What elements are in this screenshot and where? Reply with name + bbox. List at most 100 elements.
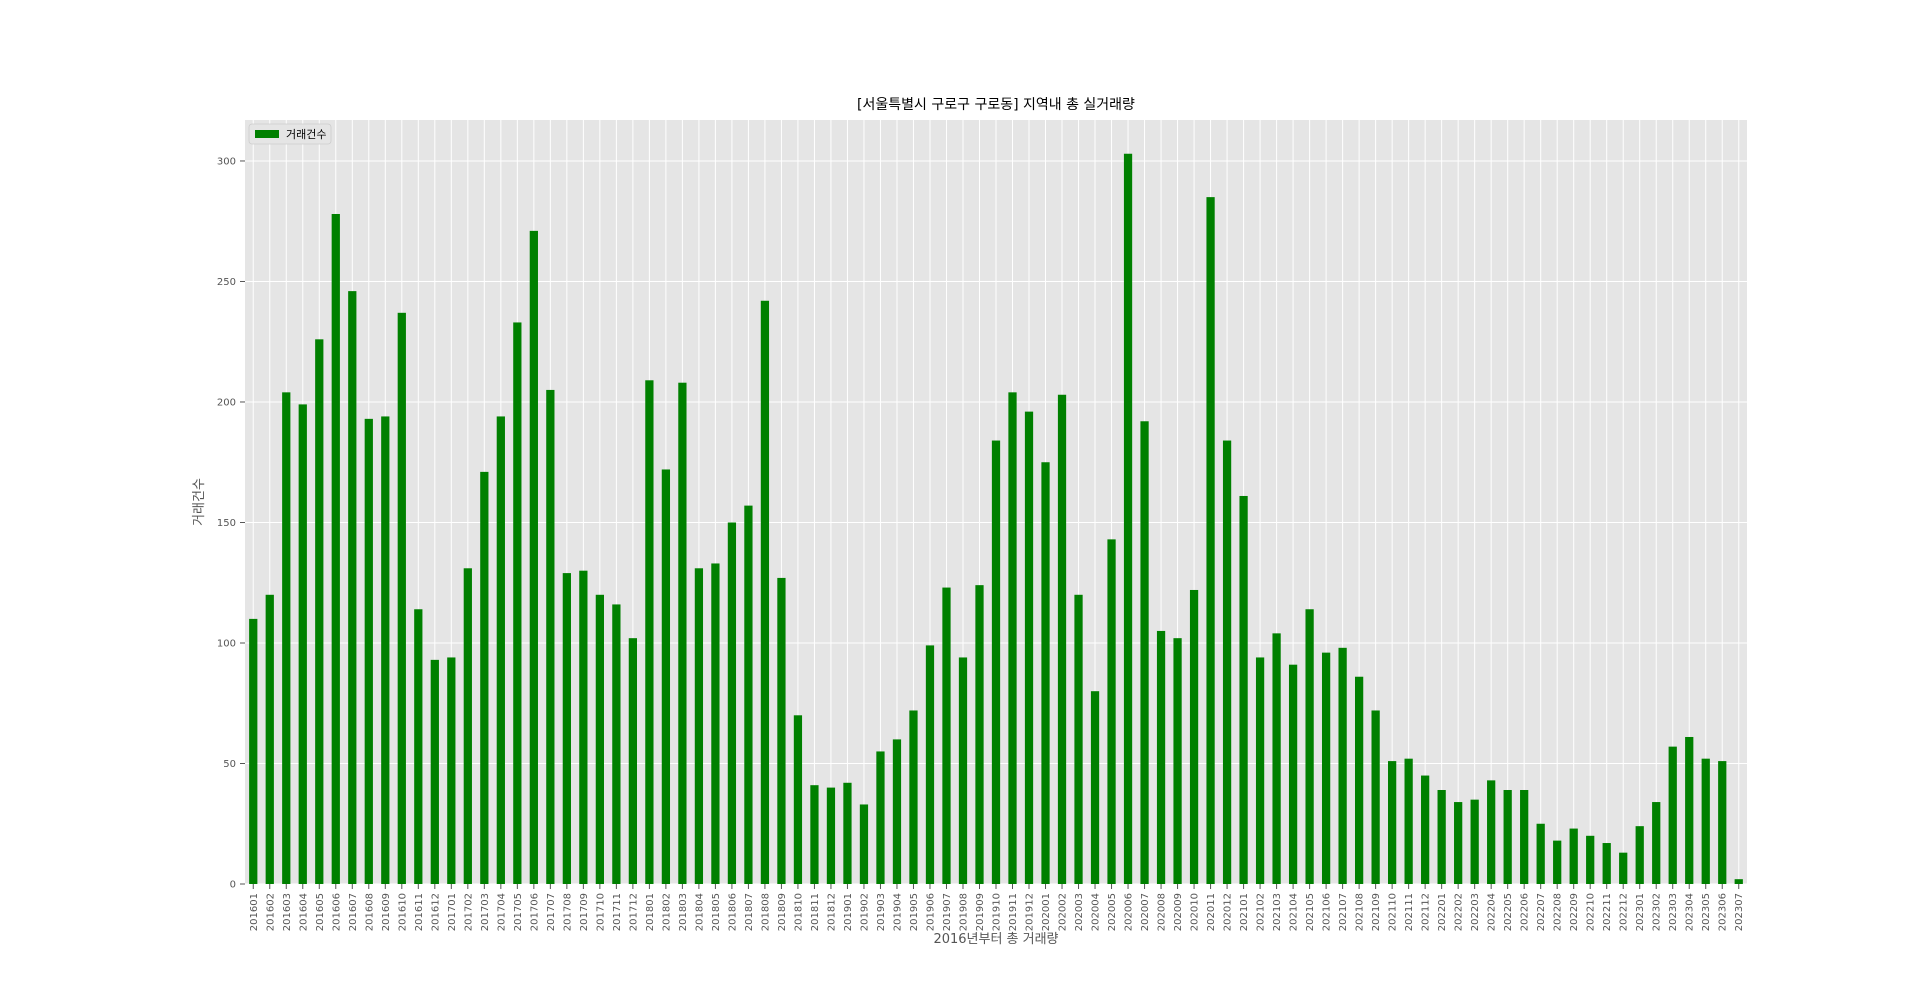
bar bbox=[892, 739, 902, 884]
legend-swatch bbox=[255, 130, 279, 138]
x-tick-label: 202204 bbox=[1487, 893, 1498, 931]
bar bbox=[876, 751, 885, 884]
legend-box bbox=[248, 123, 332, 145]
bar bbox=[364, 418, 373, 884]
bar bbox=[381, 416, 390, 884]
bar bbox=[249, 618, 258, 884]
bar bbox=[925, 645, 935, 884]
y-tick-label: 300 bbox=[217, 156, 236, 167]
x-tick-label: 201903 bbox=[876, 893, 887, 931]
x-tick-label: 202105 bbox=[1305, 893, 1316, 931]
x-tick-label: 201904 bbox=[892, 893, 903, 931]
x-tick-label: 201706 bbox=[529, 893, 540, 931]
bar bbox=[1041, 462, 1050, 884]
bar bbox=[628, 638, 638, 884]
bar bbox=[1619, 852, 1628, 884]
x-tick-label: 202210 bbox=[1586, 893, 1597, 931]
x-tick-label: 201709 bbox=[579, 893, 590, 931]
x-tick-label: 201705 bbox=[513, 893, 524, 931]
x-tick-label: 202201 bbox=[1437, 893, 1448, 931]
bar bbox=[1206, 197, 1215, 884]
bar bbox=[810, 785, 819, 884]
x-tick-label: 201802 bbox=[661, 893, 672, 931]
bar bbox=[1239, 495, 1248, 884]
x-tick-label: 202009 bbox=[1173, 893, 1184, 931]
x-tick-label: 202012 bbox=[1223, 893, 1234, 931]
bar bbox=[1123, 153, 1133, 884]
bar bbox=[1272, 633, 1281, 884]
x-tick-label: 202307 bbox=[1734, 893, 1745, 931]
x-tick-label: 201610 bbox=[397, 893, 408, 931]
bar bbox=[414, 609, 423, 884]
x-tick-label: 202006 bbox=[1124, 893, 1135, 931]
y-axis-ticks: 0 50 100 150 200 250 300 bbox=[217, 156, 245, 891]
bar bbox=[1057, 394, 1067, 884]
x-tick-label: 202004 bbox=[1091, 893, 1102, 931]
bar bbox=[1602, 843, 1611, 884]
x-tick-label: 201606 bbox=[331, 893, 342, 931]
x-tick-label: 202007 bbox=[1140, 893, 1151, 931]
bar bbox=[1074, 594, 1083, 884]
bars bbox=[249, 153, 1743, 885]
x-tick-label: 202103 bbox=[1272, 893, 1283, 931]
bar bbox=[348, 291, 357, 885]
x-tick-label: 201901 bbox=[843, 893, 854, 931]
x-tick-label: 201712 bbox=[628, 893, 639, 931]
bar bbox=[1701, 758, 1710, 884]
x-tick-label: 201701 bbox=[447, 893, 458, 931]
bar bbox=[777, 577, 786, 884]
bar bbox=[1668, 746, 1677, 884]
x-tick-label: 202001 bbox=[1041, 893, 1052, 931]
x-tick-label: 201905 bbox=[909, 893, 920, 931]
x-tick-label: 202302 bbox=[1652, 893, 1663, 931]
bar bbox=[1008, 392, 1017, 884]
x-tick-label: 202206 bbox=[1520, 893, 1531, 931]
bar bbox=[1222, 440, 1232, 884]
bar bbox=[1404, 758, 1413, 884]
y-tick-label: 200 bbox=[217, 397, 236, 408]
bar bbox=[612, 604, 621, 884]
x-tick-label: 202101 bbox=[1239, 893, 1250, 931]
x-tick-label: 202008 bbox=[1157, 893, 1168, 931]
bar bbox=[265, 594, 274, 884]
x-tick-label: 202109 bbox=[1371, 893, 1382, 931]
bar bbox=[1338, 647, 1347, 884]
bar bbox=[843, 782, 852, 884]
bar bbox=[1189, 589, 1199, 884]
bar bbox=[1503, 790, 1512, 884]
x-tick-label: 201902 bbox=[859, 893, 870, 931]
x-tick-label: 201608 bbox=[364, 893, 375, 931]
x-tick-label: 202108 bbox=[1355, 893, 1366, 931]
x-axis-ticks: 201601 201602 201603 201604 201605 201606 2016… bbox=[249, 884, 1745, 931]
bar bbox=[513, 322, 522, 884]
bar bbox=[298, 404, 307, 884]
bar bbox=[447, 657, 456, 884]
y-tick-label: 250 bbox=[217, 277, 236, 288]
x-tick-label: 201604 bbox=[298, 893, 309, 931]
bar bbox=[1734, 879, 1743, 884]
bar bbox=[958, 657, 968, 884]
x-tick-label: 201807 bbox=[744, 893, 755, 931]
x-tick-label: 202211 bbox=[1602, 893, 1613, 931]
bar bbox=[1354, 676, 1364, 884]
x-tick-label: 201710 bbox=[595, 893, 606, 931]
bar bbox=[1305, 609, 1314, 884]
x-tick-label: 201707 bbox=[546, 893, 557, 931]
bar bbox=[1635, 826, 1644, 884]
x-tick-label: 201806 bbox=[727, 893, 738, 931]
x-tick-label: 201805 bbox=[711, 893, 722, 931]
bar bbox=[1487, 780, 1496, 884]
x-tick-label: 202209 bbox=[1569, 893, 1580, 931]
bar bbox=[331, 213, 340, 884]
bar bbox=[1173, 638, 1182, 884]
x-tick-label: 201911 bbox=[1008, 893, 1019, 931]
legend: 거래건수 bbox=[248, 123, 332, 145]
bar bbox=[727, 522, 737, 884]
bar bbox=[1090, 691, 1100, 884]
bar bbox=[546, 389, 555, 884]
x-tick-label: 202212 bbox=[1619, 893, 1630, 931]
bar bbox=[1718, 761, 1727, 884]
bar bbox=[1685, 736, 1694, 884]
x-tick-label: 201603 bbox=[282, 893, 293, 931]
x-tick-label: 202305 bbox=[1701, 893, 1712, 931]
